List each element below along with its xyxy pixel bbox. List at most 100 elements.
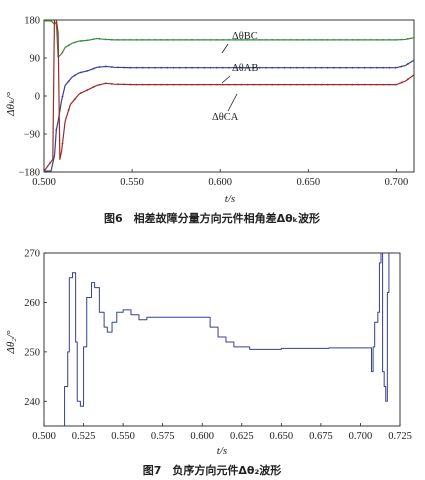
series-marker xyxy=(184,66,187,69)
series-marker xyxy=(345,83,348,86)
series-marker xyxy=(413,73,414,76)
series-line xyxy=(44,20,414,172)
series-marker xyxy=(382,66,385,69)
series-marker xyxy=(135,83,138,86)
series-marker xyxy=(252,83,255,86)
series-marker xyxy=(413,36,414,39)
series-marker xyxy=(308,66,311,69)
series-marker xyxy=(271,83,274,86)
series-marker xyxy=(271,38,274,41)
series-marker xyxy=(295,83,298,86)
series-marker xyxy=(258,38,261,41)
series-marker xyxy=(172,38,175,41)
series-marker xyxy=(314,66,317,69)
plot-frame xyxy=(43,19,415,173)
series-marker xyxy=(197,66,200,69)
series-marker xyxy=(382,83,385,86)
series-marker xyxy=(172,83,175,86)
series-marker xyxy=(394,66,397,69)
series-marker xyxy=(73,41,76,44)
series-label-bc: ΔθBC xyxy=(232,31,258,42)
series-marker xyxy=(203,66,206,69)
series-marker xyxy=(277,83,280,86)
series-marker xyxy=(394,38,397,41)
x-tick-label: 0.650 xyxy=(296,177,320,188)
series-marker xyxy=(209,83,212,86)
series-marker xyxy=(363,66,366,69)
series-marker xyxy=(357,38,360,41)
y-tick-label: 260 xyxy=(24,298,40,309)
series-marker xyxy=(277,66,280,69)
x-tick-label: 0.600 xyxy=(190,431,214,442)
series-marker xyxy=(234,66,237,69)
series-marker xyxy=(376,66,378,69)
series-marker xyxy=(302,83,304,86)
series-marker xyxy=(314,83,317,86)
series-marker xyxy=(135,38,138,41)
y-tick-label: −180 xyxy=(18,168,40,179)
y-tick-label: −90 xyxy=(24,130,40,141)
series-marker xyxy=(61,95,64,98)
series-marker xyxy=(339,66,341,69)
series-marker xyxy=(265,38,267,41)
series-marker xyxy=(376,38,378,41)
series-marker xyxy=(400,65,403,68)
leader-line-bc xyxy=(221,43,229,54)
leader-line-ca xyxy=(227,93,238,112)
series-marker xyxy=(258,83,261,86)
series-marker xyxy=(240,66,243,69)
series-marker xyxy=(265,83,267,86)
series-marker xyxy=(228,38,230,41)
series-marker xyxy=(295,66,298,69)
series-marker xyxy=(129,83,132,86)
x-axis-label: t/s xyxy=(217,445,227,457)
series-marker xyxy=(209,38,212,41)
series-marker xyxy=(400,38,403,41)
series-marker xyxy=(351,83,354,86)
series-marker xyxy=(215,83,218,86)
x-tick-label: 0.500 xyxy=(32,431,56,442)
series-marker xyxy=(308,38,311,41)
chart-phase-angle-difference: 0.500 0.550 0.600 0.650 0.700 180 90 0 −90 −180 Δ… xyxy=(5,16,415,225)
x-tick-label: 0.500 xyxy=(32,177,56,188)
series-marker xyxy=(178,38,181,41)
series-marker xyxy=(191,38,193,41)
series-marker xyxy=(44,170,45,172)
series-marker xyxy=(345,66,348,69)
series-marker xyxy=(357,83,360,86)
series-marker xyxy=(326,38,329,41)
series-marker xyxy=(141,66,144,69)
series-marker xyxy=(228,66,230,69)
series-marker xyxy=(351,38,354,41)
series-marker xyxy=(308,83,311,86)
series-marker xyxy=(252,38,255,41)
series-marker xyxy=(215,66,218,69)
x-tick-label: 0.675 xyxy=(309,431,333,442)
series-marker xyxy=(117,83,119,86)
series-marker xyxy=(406,78,409,81)
series-marker xyxy=(166,83,169,86)
series-marker xyxy=(166,66,169,69)
series-marker xyxy=(271,66,274,69)
series-marker xyxy=(369,66,372,69)
series-marker xyxy=(258,66,261,69)
series-marker xyxy=(289,38,292,41)
series-marker xyxy=(129,38,132,41)
x-tick-label: 0.575 xyxy=(151,431,175,442)
series-marker xyxy=(228,83,230,86)
series-marker xyxy=(104,65,107,68)
series-marker xyxy=(80,71,82,74)
series-marker xyxy=(339,83,341,86)
series-marker xyxy=(147,38,150,41)
x-tick-label: 0.650 xyxy=(270,431,294,442)
series-marker xyxy=(49,161,52,164)
series-marker xyxy=(98,83,101,86)
series-marker xyxy=(67,80,70,83)
series-marker xyxy=(345,38,348,41)
series-marker xyxy=(332,38,335,41)
series-marker xyxy=(209,66,212,69)
figure-caption: 图7 负序方向元件Δθ₂波形 xyxy=(143,463,282,477)
y-tick-label: 270 xyxy=(24,249,40,260)
series-marker xyxy=(160,66,163,69)
series-label-ca: ΔθCA xyxy=(212,112,239,123)
